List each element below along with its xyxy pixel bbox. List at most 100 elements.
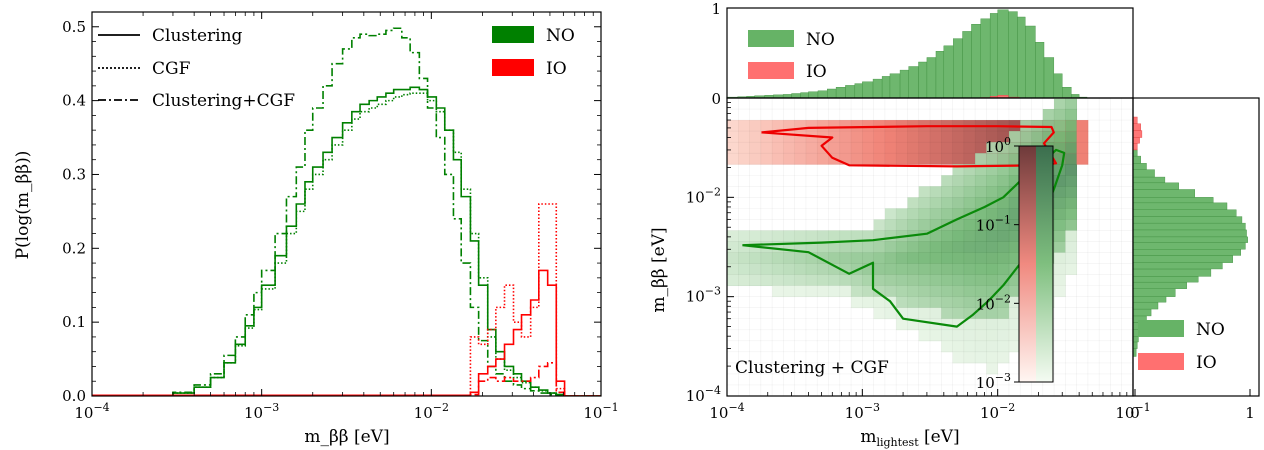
heatmap-cell-no — [952, 186, 965, 198]
heatmap-cell-no — [794, 263, 807, 275]
right-bar-no — [1132, 276, 1199, 283]
heatmap-cell-no — [986, 318, 999, 331]
legend-orderings: NO IO — [492, 26, 575, 79]
top-bar-no — [1008, 11, 1018, 99]
top-bar-no — [962, 31, 972, 99]
heatmap-cell-no — [952, 230, 965, 242]
top-bar-no — [1043, 57, 1055, 99]
heatmap-cell-no — [997, 285, 1010, 298]
heatmap-cell-no — [907, 197, 920, 209]
top-bar-no — [872, 78, 883, 99]
left-x-tick-label-exp: −4 — [93, 401, 109, 414]
heatmap-cell-io — [1076, 142, 1089, 154]
heatmap-cell-no — [941, 175, 953, 187]
left-x-axis-label: m_ββ [eV] — [304, 427, 389, 447]
heatmap-cell-no — [783, 230, 796, 242]
heatmap-x-tick-label-exp: −4 — [728, 401, 744, 414]
right-bar-no — [1132, 255, 1233, 263]
heatmap-cell-no — [952, 274, 965, 287]
heatmap-cell-no — [862, 274, 875, 287]
heatmap-cell-io — [862, 120, 875, 132]
heatmap-cell-no — [986, 164, 999, 176]
colorbar-tick-label: 10−2 — [976, 292, 1011, 313]
heatmap-cell-no — [1054, 120, 1066, 132]
heatmap-cell-no — [963, 230, 976, 242]
heatmap-cell-no — [862, 252, 875, 264]
heatmap-cell-no — [952, 219, 965, 231]
heatmap-cell-no — [1065, 164, 1078, 176]
colorbar-tick-label-exp: −2 — [995, 292, 1011, 305]
heatmap-cell-io — [760, 131, 773, 143]
top-bar-no — [800, 92, 809, 99]
colorbar-tick-label: 10−1 — [976, 214, 1011, 235]
heatmap-cell-io — [851, 153, 863, 165]
heatmap-cell-io — [918, 131, 931, 143]
heatmap-cell-io — [760, 153, 773, 165]
heatmap-cell-no — [975, 230, 987, 242]
heatmap-cell-io — [907, 131, 920, 143]
heatmap-cell-no — [975, 219, 987, 231]
right-bar-no — [1132, 236, 1248, 243]
heatmap-cell-no — [986, 296, 999, 309]
heatmap-cell-no — [930, 208, 942, 220]
heatmap-cell-no — [794, 274, 807, 287]
heatmap-cell-no — [817, 285, 829, 298]
heatmap-cell-no — [918, 296, 931, 309]
right-bar-no — [1132, 176, 1166, 184]
heatmap-cell-no — [828, 230, 841, 242]
heatmap-cell-no — [1008, 208, 1021, 220]
heatmap-cell-no — [941, 307, 953, 320]
heatmap-cell-io — [896, 142, 908, 154]
heatmap-cell-io — [986, 131, 999, 143]
histogram-series-io-dotted — [92, 203, 601, 396]
heatmap-cell-no — [896, 219, 908, 231]
heatmap-cell-no — [1065, 142, 1078, 154]
heatmap-cell-io — [975, 142, 987, 154]
heatmap-cell-io — [851, 142, 863, 154]
heatmap-x-tick-label-base: 10 — [980, 404, 999, 422]
heatmap-y-label-text: m_ββ [eV] — [649, 227, 669, 312]
legend-swatch-io — [492, 59, 534, 76]
heatmap-cell-no — [1008, 241, 1021, 253]
heatmap-cell-no — [930, 219, 942, 231]
heatmap-cell-no — [772, 230, 784, 242]
heatmap-cell-io — [738, 153, 750, 165]
heatmap-cell-no — [918, 274, 931, 287]
heatmap-cell-no — [1054, 274, 1066, 287]
heatmap-cell-no — [997, 340, 1010, 353]
heatmap-cell-no — [873, 307, 886, 320]
heatmap-cell-no — [805, 241, 818, 253]
heatmap-cell-no — [930, 186, 942, 198]
heatmap-cell-no — [963, 252, 976, 264]
heatmap-cell-no — [930, 329, 942, 342]
heatmap-cell-no — [1008, 318, 1021, 331]
heatmap-cell-no — [772, 263, 784, 275]
heatmap-cell-no — [997, 142, 1010, 154]
heatmap-cell-io — [941, 131, 953, 143]
heatmap-cell-no — [839, 263, 852, 275]
heatmap-cell-no — [1008, 274, 1021, 287]
heatmap-x-tick-label-exp: −1 — [1134, 401, 1150, 414]
right-marginal-panel: 0 1 NO IO — [1130, 97, 1260, 422]
heatmap-cell-no — [930, 263, 942, 275]
heatmap-cell-no — [1008, 340, 1021, 353]
heatmap-cell-no — [749, 230, 762, 242]
heatmap-cell-no — [1065, 109, 1078, 121]
heatmap-x-tick-label-base: 10 — [709, 404, 728, 422]
heatmap-x-label-text: mlightest [eV] — [860, 427, 959, 449]
heatmap-cell-io — [851, 131, 863, 143]
heatmap-cell-io — [749, 120, 762, 132]
heatmap-cell-no — [975, 351, 987, 364]
heatmap-cell-no — [941, 340, 953, 353]
heatmap-cell-no — [772, 274, 784, 287]
heatmap-cell-no — [930, 285, 942, 298]
left-x-tick-label-exp: −2 — [433, 401, 449, 414]
heatmap-cell-io — [907, 153, 920, 165]
heatmap-cell-no — [884, 219, 897, 231]
heatmap-cell-io — [828, 120, 841, 132]
heatmap-cell-no — [1020, 131, 1032, 143]
heatmap-cell-no — [794, 241, 807, 253]
left-x-tick-label: 10−4 — [74, 401, 109, 422]
left-y-tick-label: 0.1 — [62, 313, 86, 331]
